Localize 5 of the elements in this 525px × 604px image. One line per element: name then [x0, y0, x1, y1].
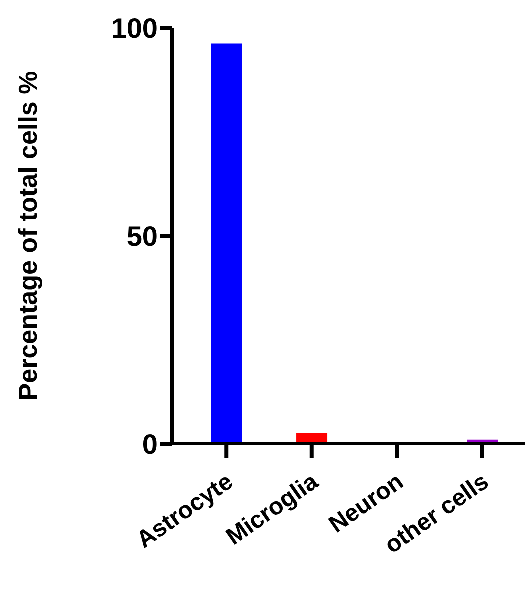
y-axis-title: Percentage of total cells % [13, 71, 44, 401]
y-tick-label: 100 [111, 12, 158, 44]
y-tick-label: 0 [142, 428, 158, 460]
y-tick-label: 50 [126, 220, 158, 252]
bar [211, 44, 242, 444]
